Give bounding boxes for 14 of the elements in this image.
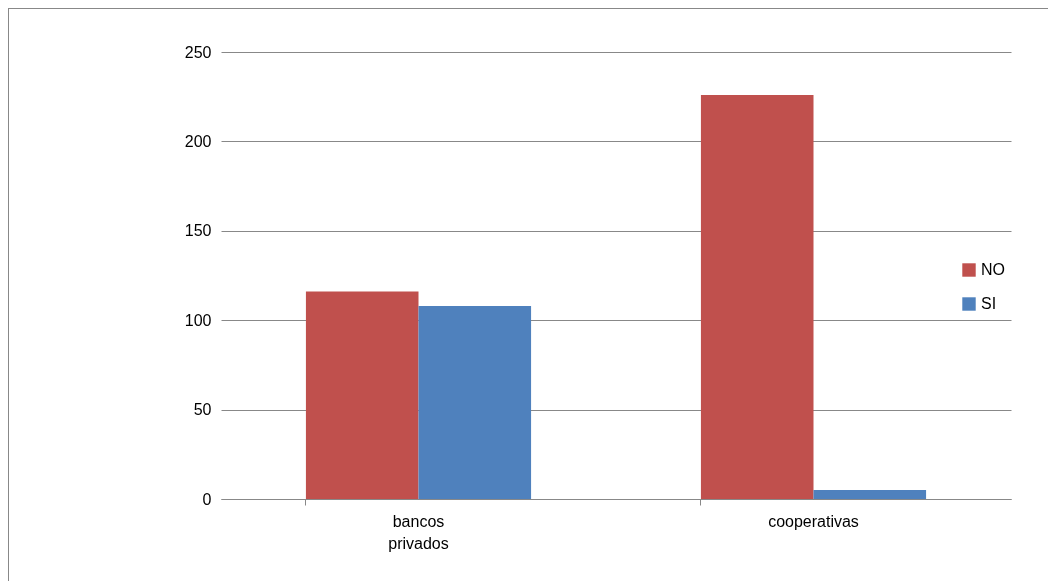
bar [813,490,927,499]
bar [418,305,532,499]
y-tick-label: 100 [184,311,212,329]
y-tick-label: 50 [193,401,212,419]
y-tick-label: 150 [184,222,212,240]
x-tick-label: cooperativas [768,512,859,530]
x-tick-label: bancos privados [388,512,449,552]
legend-label: SI [981,295,997,312]
legend-label: NO [981,261,1005,278]
y-tick-label: 200 [184,132,212,150]
y-tick-label: 0 [202,490,212,508]
bar [700,94,814,499]
y-tick-label: 250 [184,43,212,61]
bar [305,291,419,499]
